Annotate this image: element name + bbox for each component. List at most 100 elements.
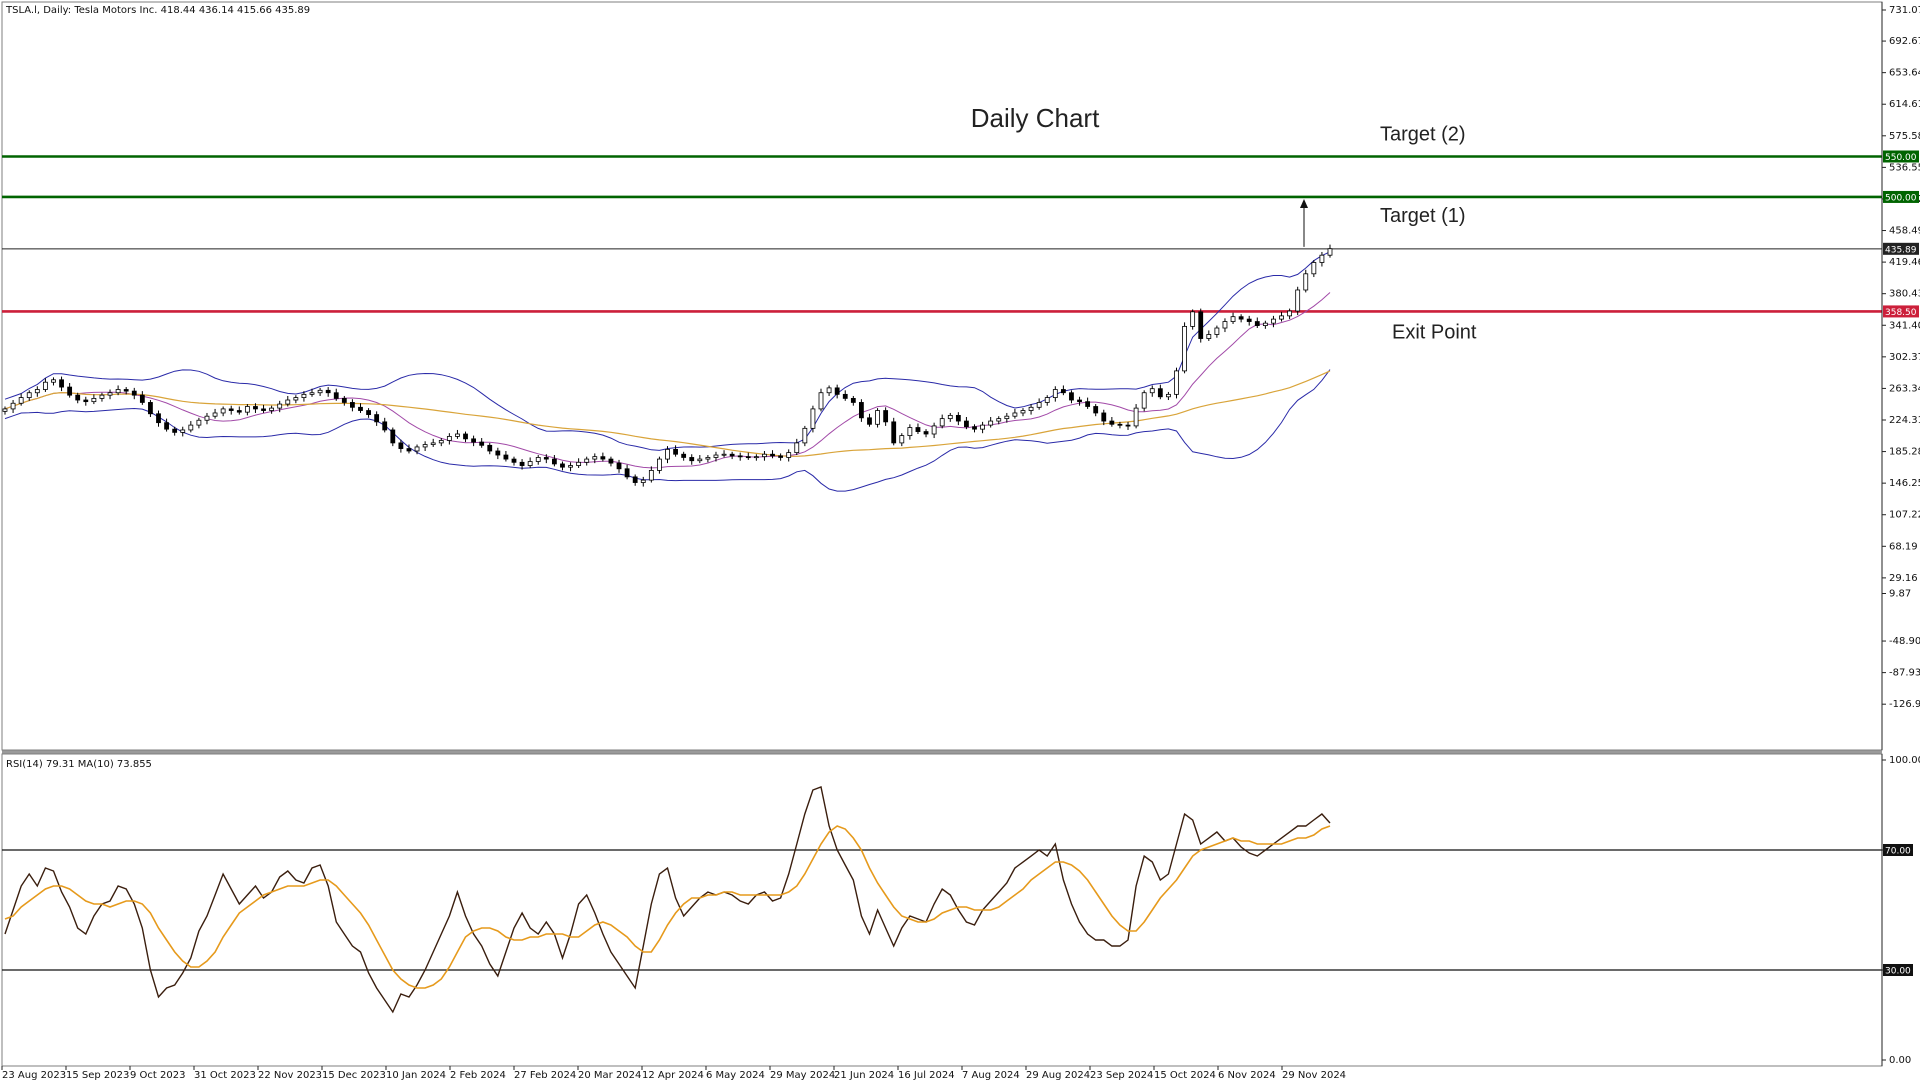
level-label: Exit Point — [1392, 321, 1477, 343]
candle-body — [293, 397, 299, 401]
price-tick-label: 458.49 — [1889, 226, 1920, 237]
candle-body — [244, 406, 250, 413]
candle-body — [519, 461, 525, 466]
candle-body — [2, 408, 8, 412]
time-tick-label: 12 Apr 2024 — [642, 1070, 704, 1080]
candle-body — [479, 441, 485, 446]
candle-body — [616, 462, 622, 470]
moving-averages — [4, 292, 1331, 469]
candle-body — [236, 410, 242, 413]
rsi-axis: 100.00 0.00 — [1881, 754, 1920, 1066]
candle-body — [463, 433, 468, 440]
candle-body — [18, 397, 24, 404]
level-badge-label: 358.50 — [1885, 308, 1917, 318]
rsi-panel[interactable] — [1, 753, 1883, 1067]
candle-body — [939, 418, 945, 427]
candle-body — [964, 420, 969, 428]
rsi-level-badge-label: 70.00 — [1885, 847, 1911, 857]
candle-body — [180, 429, 186, 433]
symbol-info: TSLA.l, Daily: Tesla Motors Inc. 418.44 … — [5, 5, 310, 16]
candle-body — [745, 456, 751, 459]
candle-body — [196, 419, 202, 426]
level-badge — [1883, 305, 1919, 318]
candle-body — [551, 458, 557, 465]
price-tick-label: 614.61 — [1889, 99, 1920, 110]
candle-body — [786, 452, 792, 458]
time-tick-label: 29 Aug 2024 — [1026, 1070, 1090, 1080]
candle-body — [850, 398, 856, 403]
rsi-tick-label: 100.00 — [1889, 755, 1920, 766]
rsi-ma-line — [4, 825, 1331, 989]
candle-body — [350, 402, 355, 408]
chart-title: Daily Chart — [971, 103, 1100, 133]
candle-body — [1214, 327, 1220, 335]
rsi-levels: 70.00 30.00 — [2, 844, 1913, 977]
rsi-lines — [4, 786, 1331, 1014]
candle-body — [75, 394, 81, 401]
ma-slow-line — [4, 370, 1331, 457]
time-tick-label: 22 Nov 2023 — [258, 1070, 322, 1080]
candle-body — [883, 410, 889, 423]
lower-band — [4, 369, 1331, 492]
price-tick-label: 419.46 — [1889, 257, 1920, 268]
target-arrow — [1300, 198, 1308, 247]
candle-body — [729, 453, 735, 457]
candle-body — [608, 458, 614, 464]
level-labels: Target (2) Target (1) Exit Point — [1380, 123, 1477, 343]
level-lines — [2, 155, 1882, 313]
rsi-tick-label: 0.00 — [1889, 1055, 1911, 1066]
candle-body — [1044, 397, 1050, 403]
candle-body — [632, 476, 638, 483]
time-tick-label: 27 Feb 2024 — [514, 1070, 576, 1080]
candle-body — [770, 453, 775, 457]
price-tick-label: -48.90 — [1889, 636, 1920, 647]
level-badge-label: 435.89 — [1885, 245, 1917, 255]
price-tick-label: 653.64 — [1889, 68, 1920, 79]
candle-body — [1262, 322, 1268, 326]
candle-body — [1060, 389, 1066, 394]
candle-body — [1279, 315, 1284, 320]
candle-body — [253, 406, 258, 410]
candle-body — [1004, 415, 1010, 420]
candle-body — [737, 455, 743, 458]
candle-body — [1327, 248, 1333, 256]
candle-body — [374, 414, 380, 423]
candle-body — [1246, 318, 1252, 322]
candles — [2, 244, 1333, 487]
candle-body — [705, 457, 711, 460]
price-tick-label: 302.37 — [1889, 352, 1920, 363]
candle-body — [1101, 412, 1107, 422]
rsi-level-badge-label: 30.00 — [1885, 967, 1911, 977]
candle-body — [1303, 273, 1309, 291]
candle-body — [673, 448, 678, 455]
candle-body — [1149, 388, 1155, 394]
candle-body — [1052, 389, 1058, 398]
main-price-panel[interactable] — [1, 1, 1883, 751]
candle-body — [1069, 392, 1074, 401]
candle-body — [503, 454, 509, 460]
level-label: Target (1) — [1380, 205, 1466, 227]
candle-body — [826, 387, 832, 394]
candle-body — [471, 438, 476, 443]
candle-body — [1077, 399, 1082, 403]
level-badge-label: 500.00 — [1885, 193, 1917, 203]
candle-body — [99, 394, 105, 399]
candle-body — [333, 392, 339, 399]
candle-body — [1238, 316, 1244, 320]
price-tick-label: 9.87 — [1889, 588, 1911, 599]
time-tick-label: 20 Mar 2024 — [578, 1070, 641, 1080]
candle-body — [697, 458, 703, 462]
candle-body — [148, 402, 153, 415]
candle-body — [67, 386, 73, 396]
candle-body — [568, 465, 573, 468]
candle-body — [1271, 318, 1276, 324]
candle-body — [842, 393, 848, 399]
candle-body — [341, 398, 347, 403]
candle-body — [317, 389, 323, 394]
time-tick-label: 29 Nov 2024 — [1282, 1070, 1346, 1080]
candle-body — [1093, 406, 1099, 414]
candle-body — [818, 392, 824, 410]
candle-body — [228, 408, 234, 411]
time-tick-label: 9 Oct 2023 — [130, 1070, 185, 1080]
